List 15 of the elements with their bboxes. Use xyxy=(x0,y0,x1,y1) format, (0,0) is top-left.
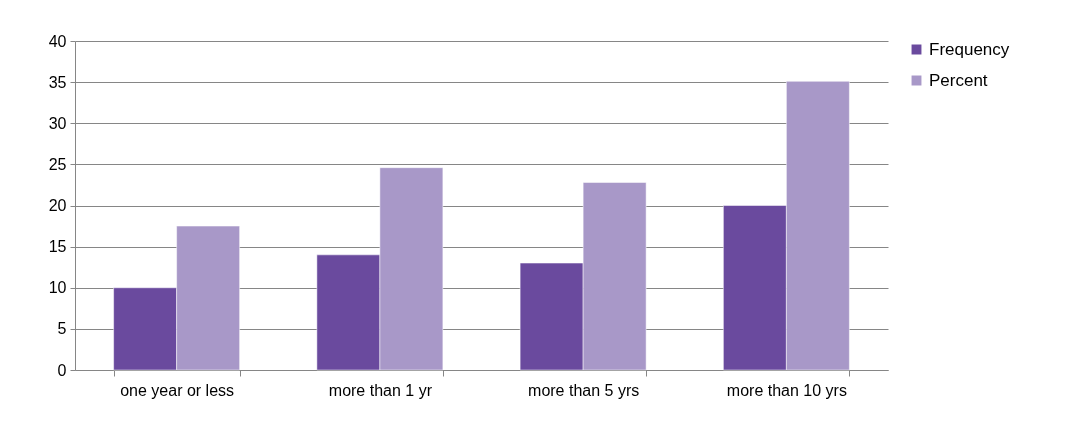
x-tick-label: more than 1 yr xyxy=(328,381,433,399)
y-tick-label: 35 xyxy=(48,73,67,91)
y-tick-label: 25 xyxy=(48,155,67,173)
x-tick-label: more than 10 yrs xyxy=(726,381,847,399)
y-tick-label: 10 xyxy=(48,279,67,297)
y-tick-label: 30 xyxy=(48,114,67,132)
legend-label: Frequency xyxy=(929,39,1010,59)
x-tick-label: one year or less xyxy=(120,381,235,399)
legend-label: Percent xyxy=(929,70,988,90)
x-tick-label: more than 5 yrs xyxy=(528,381,640,399)
y-tick-label: 0 xyxy=(57,361,67,379)
y-tick-label: 40 xyxy=(48,32,67,50)
y-tick-label: 20 xyxy=(48,197,67,214)
y-tick-label: 5 xyxy=(57,320,67,338)
y-tick-label: 15 xyxy=(48,238,67,256)
